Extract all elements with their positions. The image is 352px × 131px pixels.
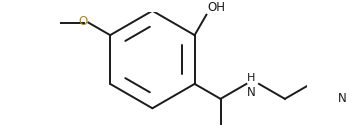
Text: N: N [247, 86, 256, 99]
Text: O: O [78, 15, 88, 28]
Text: H: H [247, 73, 256, 83]
Text: N: N [338, 92, 346, 105]
Text: OH: OH [207, 1, 225, 14]
